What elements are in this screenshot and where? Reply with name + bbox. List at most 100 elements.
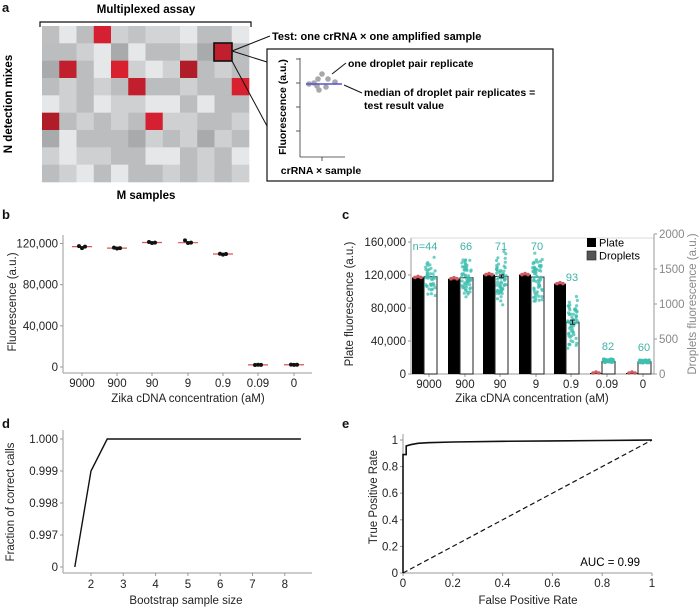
heatmap-cell (76, 164, 95, 183)
chart-b: 0 40,000 80,000 120,000 9000 900 90 9 0.9 0.09 0 (16, 235, 312, 390)
chart-c-droplet-point (467, 274, 471, 278)
auc-annotation: AUC = 0.99 (580, 557, 640, 569)
chart-c-droplet-point (502, 278, 506, 282)
chart-e-ytick-label: 0 (392, 568, 398, 580)
chart-c-droplet-point (495, 258, 499, 263)
chart-c-droplet-point (567, 306, 572, 310)
chart-c-droplet-point (533, 299, 537, 303)
heatmap-cell (180, 130, 198, 148)
chart-b-point (112, 245, 116, 250)
heatmap-cell (128, 112, 146, 131)
chart-b-point (83, 244, 87, 249)
heatmap-cell (145, 78, 164, 96)
chart-c-droplet-point (570, 327, 574, 331)
panel-a-xlabel: M samples (117, 190, 176, 202)
heatmap-cell (42, 26, 60, 44)
chart-b-point (147, 239, 151, 244)
chart-b-point (221, 252, 225, 257)
heatmap-cell (93, 112, 112, 131)
panel-a-ylabel: N detection mixes (3, 55, 15, 153)
chart-c-droplet-point (571, 312, 576, 316)
chart-c-plate-point (413, 275, 417, 280)
chart-b-point (115, 246, 119, 251)
chart-c-legend: Plate Droplets (586, 238, 640, 263)
heatmap-cell (42, 130, 60, 148)
heatmap-grid (42, 26, 250, 183)
heatmap-cell (76, 60, 95, 79)
median-leader-line (343, 84, 363, 94)
chart-c-droplet-point (574, 336, 578, 340)
highlighted-cell-frame (213, 42, 233, 62)
chart-c-n-label: 70 (531, 241, 543, 253)
chart-c-droplet-point (497, 275, 501, 279)
panel-label-b: b (2, 207, 10, 222)
chart-b-xtick-label: 90 (146, 378, 159, 390)
chart-b-point (224, 251, 228, 256)
chart-c-n-label: 71 (495, 241, 507, 253)
chart-c-plate-point (419, 275, 423, 280)
chart-c-droplet-point (504, 274, 508, 278)
chart-c-droplet-point (566, 311, 571, 315)
chart-c-plate-point (561, 281, 565, 286)
chart-c-droplet-point (495, 280, 499, 284)
panel-d: d 0 0.997 0.998 0.999 1.000 2 3 4 5 6 7 8 Fraction … (2, 416, 312, 607)
chart-c-droplet-point (462, 265, 466, 269)
chart-c-droplet-point (536, 260, 540, 264)
chart-b-ytick-label: 40,000 (23, 321, 58, 333)
annotation-replicate: one droplet pair replicate (348, 58, 474, 70)
chart-c-droplet-point (433, 293, 437, 298)
heatmap-cell (162, 78, 181, 96)
heatmap-cell (197, 130, 215, 148)
chart-c-droplet-point (540, 288, 544, 292)
chart-b-ytick-label: 80,000 (23, 280, 58, 292)
chart-c-droplet-point (532, 279, 536, 283)
chart-c-droplet-point (532, 289, 536, 293)
heatmap-cell (231, 164, 250, 183)
chart-c-droplet-point (532, 268, 536, 272)
heatmap-cell (128, 130, 146, 148)
chart-c-droplet-point (468, 283, 472, 287)
chart-c-n-label: 66 (460, 241, 472, 253)
chart-c-droplet-point (460, 279, 464, 283)
heatmap-cell (76, 130, 95, 148)
heatmap-cell (93, 164, 112, 183)
chart-e-ytick-label: 1 (392, 435, 398, 447)
chart-c-droplet-point (567, 334, 571, 338)
chart-c-xtick-label: 9000 (416, 379, 442, 391)
chart-c-bar-plate (554, 283, 566, 374)
heatmap-cell (162, 130, 181, 148)
chart-e: 0 0.2 0.4 0.6 0.8 1 0 0.2 0.4 0.6 0.8 1 (382, 434, 655, 590)
chart-e-xtick-label: 0.2 (445, 578, 461, 590)
replicate-dot (325, 76, 331, 82)
chart-c-xtick-label: 9 (533, 379, 539, 391)
heatmap-cell (145, 26, 164, 44)
chart-c-droplet-point (464, 295, 468, 299)
chart-e-ytick-label: 0.6 (382, 488, 398, 500)
heatmap-cell (231, 112, 250, 131)
chart-c-droplet-point (424, 265, 428, 269)
heatmap-cell (59, 164, 77, 183)
heatmap-cell (162, 95, 181, 113)
chart-c-droplet-point (469, 286, 473, 290)
heatmap-cell (111, 164, 129, 183)
panel-a-title: Multiplexed assay (97, 4, 196, 16)
chart-e-xtick-label: 1 (649, 578, 655, 590)
heatmap-cell (128, 26, 146, 44)
heatmap-cell (231, 78, 250, 96)
heatmap-cell (59, 60, 77, 79)
heatmap-cell (42, 60, 60, 79)
chart-c-droplet-point (540, 257, 544, 262)
chart-c-droplet-point (645, 361, 650, 365)
chart-e-ytick-label: 0.8 (382, 462, 398, 474)
chart-c-ytick-label: 40,000 (371, 336, 406, 348)
heatmap-cell (180, 164, 198, 183)
heatmap-cell (76, 147, 95, 165)
replicate-dot (315, 76, 321, 82)
chart-c-plate-point (591, 371, 595, 375)
legend-swatch-droplets (586, 250, 597, 261)
heatmap-cell (42, 43, 60, 61)
chart-d-ylabel: Fraction of correct calls (5, 442, 17, 561)
chart-c-droplet-point (537, 298, 541, 302)
heatmap-cell (197, 43, 215, 61)
